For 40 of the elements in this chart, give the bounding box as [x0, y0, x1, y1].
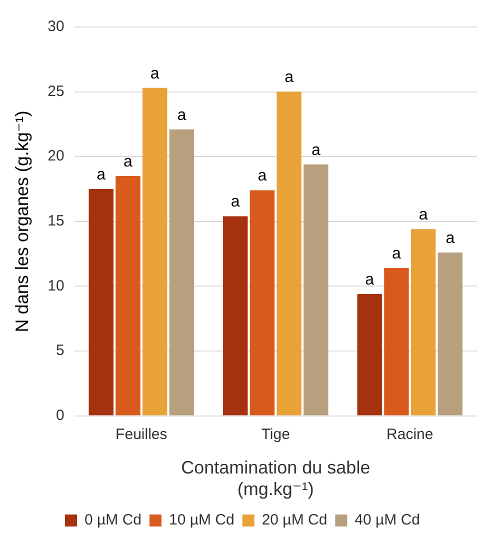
- x-axis-title: Contamination du sable (mg.kg⁻¹): [181, 458, 370, 500]
- y-tick-label: 10: [48, 277, 64, 294]
- bar: [223, 216, 248, 416]
- bar: [116, 176, 140, 416]
- data-label: a: [96, 166, 106, 184]
- bar: [250, 190, 275, 416]
- data-label: a: [258, 168, 267, 185]
- data-label: a: [150, 65, 160, 82]
- bar: [357, 294, 382, 416]
- data-label: a: [446, 230, 455, 247]
- legend-label: 20 µM Cd: [262, 512, 328, 529]
- y-tick-label: 5: [56, 342, 64, 360]
- bar: [169, 129, 194, 416]
- bar: [142, 88, 168, 416]
- bar: [438, 252, 462, 416]
- y-axis-title: N dans les organes (g.kg⁻¹): [12, 110, 32, 332]
- x-tick-label: Racine: [386, 426, 434, 443]
- y-tick-label: 20: [48, 148, 64, 165]
- bar: [276, 92, 302, 416]
- x-tick-label: Feuilles: [116, 426, 168, 443]
- y-tick-label: 30: [48, 18, 64, 36]
- legend-label: 10 µM Cd: [168, 512, 234, 529]
- data-label: a: [124, 153, 133, 170]
- data-label: a: [284, 69, 294, 86]
- x-tick-label: Tige: [261, 426, 290, 443]
- data-label: a: [311, 142, 320, 159]
- bar: [88, 189, 114, 416]
- y-tick-label: 0: [56, 406, 64, 424]
- data-label: a: [365, 271, 374, 288]
- data-label: a: [177, 106, 186, 124]
- data-label: a: [418, 206, 428, 224]
- bar: [384, 268, 409, 416]
- data-label: a: [392, 245, 402, 262]
- data-label: a: [230, 194, 240, 211]
- y-tick-label: 25: [48, 82, 64, 100]
- legend-label: 0 µM Cd: [84, 512, 142, 529]
- bar: [410, 229, 436, 416]
- bar: [304, 164, 328, 416]
- legend-label: 40 µM Cd: [354, 512, 420, 529]
- y-tick-label: 15: [48, 212, 64, 230]
